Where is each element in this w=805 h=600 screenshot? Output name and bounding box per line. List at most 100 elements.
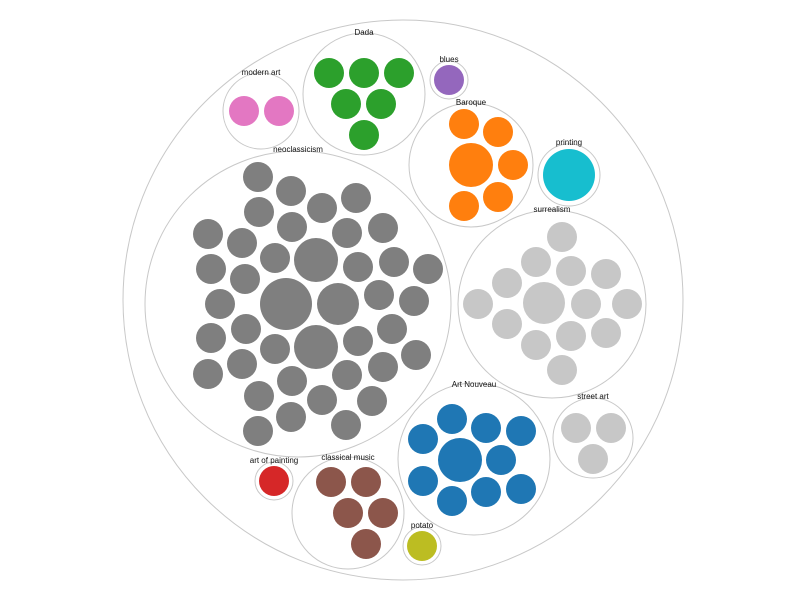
bubble-neoclassicism-3 bbox=[341, 183, 371, 213]
bubble-surrealism-12 bbox=[591, 318, 621, 348]
bubble-surrealism-4 bbox=[591, 259, 621, 289]
bubble-baroque-5 bbox=[449, 191, 479, 221]
group-circle-art-of-painting bbox=[254, 461, 294, 501]
bubble-surrealism-9 bbox=[612, 289, 642, 319]
bubble-neoclassicism-24 bbox=[196, 323, 226, 353]
group-label-neoclassicism: neoclassicism bbox=[273, 145, 323, 154]
bubble-art-nouveau-9 bbox=[471, 477, 501, 507]
bubbles-art-nouveau bbox=[408, 404, 536, 516]
bubble-classical-music-4 bbox=[368, 498, 398, 528]
bubble-surrealism-1 bbox=[547, 222, 577, 252]
bubble-printing-1 bbox=[543, 149, 595, 201]
bubble-surrealism-7 bbox=[523, 282, 565, 324]
bubble-art-nouveau-6 bbox=[486, 445, 516, 475]
bubbles-art-of-painting bbox=[259, 466, 289, 496]
bubble-classical-music-5 bbox=[351, 529, 381, 559]
bubble-neoclassicism-37 bbox=[357, 386, 387, 416]
bubble-baroque-3 bbox=[449, 143, 493, 187]
group-neoclassicism: neoclassicism bbox=[144, 145, 452, 458]
bubble-dada-2 bbox=[349, 58, 379, 88]
bubble-dada-6 bbox=[349, 120, 379, 150]
bubble-art-nouveau-10 bbox=[437, 486, 467, 516]
bubble-neoclassicism-6 bbox=[193, 219, 223, 249]
group-baroque: Baroque bbox=[408, 98, 534, 228]
group-art-of-painting: art of painting bbox=[250, 456, 298, 501]
bubble-street-art-1 bbox=[561, 413, 591, 443]
bubble-surrealism-2 bbox=[521, 247, 551, 277]
bubble-neoclassicism-23 bbox=[231, 314, 261, 344]
group-blues: blues bbox=[429, 55, 469, 100]
bubble-neoclassicism-16 bbox=[379, 247, 409, 277]
group-label-dada: Dada bbox=[354, 28, 374, 37]
group-circle-baroque bbox=[408, 102, 534, 228]
bubble-baroque-1 bbox=[449, 109, 479, 139]
bubble-surrealism-14 bbox=[547, 355, 577, 385]
group-circle-modern-art bbox=[222, 72, 300, 150]
bubble-neoclassicism-9 bbox=[332, 218, 362, 248]
bubble-art-nouveau-8 bbox=[506, 474, 536, 504]
bubble-classical-music-3 bbox=[333, 498, 363, 528]
group-art-nouveau: Art Nouveau bbox=[397, 380, 551, 536]
bubble-neoclassicism-8 bbox=[277, 212, 307, 242]
bubble-dada-5 bbox=[366, 89, 396, 119]
bubble-neoclassicism-14 bbox=[294, 238, 338, 282]
bubble-neoclassicism-25 bbox=[260, 334, 290, 364]
bubble-neoclassicism-18 bbox=[205, 289, 235, 319]
group-potato: potato bbox=[402, 521, 442, 566]
bubble-neoclassicism-21 bbox=[364, 280, 394, 310]
bubble-modern-art-2 bbox=[264, 96, 294, 126]
group-circle-dada bbox=[302, 32, 426, 156]
bubble-art-nouveau-1 bbox=[437, 404, 467, 434]
bubble-neoclassicism-27 bbox=[343, 326, 373, 356]
bubble-street-art-3 bbox=[578, 444, 608, 474]
bubble-surrealism-10 bbox=[492, 309, 522, 339]
bubble-neoclassicism-17 bbox=[413, 254, 443, 284]
bubbles-blues bbox=[434, 65, 464, 95]
bubble-neoclassicism-11 bbox=[196, 254, 226, 284]
group-label-potato: potato bbox=[411, 521, 434, 530]
bubble-neoclassicism-13 bbox=[260, 243, 290, 273]
bubble-neoclassicism-38 bbox=[276, 402, 306, 432]
group-circle-art-nouveau bbox=[397, 382, 551, 536]
bubbles-neoclassicism bbox=[193, 162, 443, 446]
bubble-surrealism-11 bbox=[556, 321, 586, 351]
bubble-neoclassicism-15 bbox=[343, 252, 373, 282]
bubble-neoclassicism-26 bbox=[294, 325, 338, 369]
bubble-dada-1 bbox=[314, 58, 344, 88]
bubble-art-nouveau-3 bbox=[506, 416, 536, 446]
bubbles-street-art bbox=[561, 413, 626, 474]
bubble-neoclassicism-40 bbox=[331, 410, 361, 440]
bubble-neoclassicism-28 bbox=[377, 314, 407, 344]
root-circle bbox=[122, 19, 684, 581]
group-surrealism: surrealism bbox=[457, 205, 647, 399]
bubble-art-nouveau-5 bbox=[438, 438, 482, 482]
bubbles-printing bbox=[543, 149, 595, 201]
bubble-potato-1 bbox=[407, 531, 437, 561]
group-label-classical-music: classical music bbox=[321, 453, 374, 462]
group-circle-printing bbox=[537, 143, 601, 207]
bubble-neoclassicism-1 bbox=[243, 162, 273, 192]
bubble-neoclassicism-39 bbox=[243, 416, 273, 446]
bubble-street-art-2 bbox=[596, 413, 626, 443]
bubble-neoclassicism-5 bbox=[307, 193, 337, 223]
bubbles-dada bbox=[314, 58, 414, 150]
group-circle-blues bbox=[429, 60, 469, 100]
bubble-neoclassicism-22 bbox=[399, 286, 429, 316]
bubble-blues-1 bbox=[434, 65, 464, 95]
bubble-neoclassicism-36 bbox=[307, 385, 337, 415]
bubble-surrealism-8 bbox=[571, 289, 601, 319]
group-printing: printing bbox=[537, 138, 601, 207]
group-label-baroque: Baroque bbox=[456, 98, 487, 107]
bubble-neoclassicism-35 bbox=[244, 381, 274, 411]
group-street-art: street art bbox=[552, 392, 634, 479]
bubble-neoclassicism-7 bbox=[227, 228, 257, 258]
group-label-printing: printing bbox=[556, 138, 582, 147]
bubble-neoclassicism-30 bbox=[193, 359, 223, 389]
bubble-classical-music-1 bbox=[316, 467, 346, 497]
bubble-neoclassicism-2 bbox=[276, 176, 306, 206]
group-dada: Dada bbox=[302, 28, 426, 156]
bubbles-classical-music bbox=[316, 467, 398, 559]
group-circle-neoclassicism bbox=[144, 150, 452, 458]
group-label-modern-art: modern art bbox=[242, 68, 281, 77]
bubble-dada-3 bbox=[384, 58, 414, 88]
